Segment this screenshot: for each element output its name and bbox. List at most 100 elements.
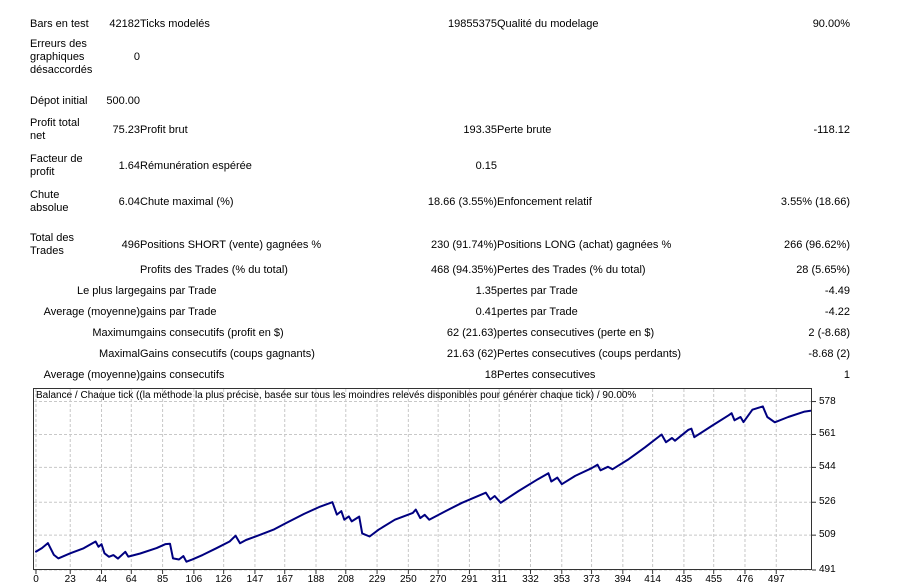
stat-value: 193.35	[463, 123, 497, 136]
stat-label: Pertes consecutives	[497, 369, 596, 381]
stats-row: Profit total net 75.23 Profit brut 193.35 Pe…	[30, 112, 850, 148]
stat-value: 28 (5.65%)	[796, 264, 850, 276]
balance-chart: Balance / Chaque tick ((la méthode la pl…	[33, 388, 816, 574]
x-axis-label: 106	[185, 574, 203, 585]
stat-label: pertes par Trade	[497, 306, 578, 318]
stat-value: -8.68 (2)	[808, 348, 850, 360]
stat-label: Facteur de profit	[30, 153, 83, 178]
stat-value: 2 (-8.68)	[808, 327, 850, 339]
stats-row: Profits des Trades (% du total) 468 (94.3…	[30, 260, 850, 281]
stat-value	[402, 91, 497, 112]
report-table-body: Bars en test 42182 Ticks modelés 19855375 Qu…	[30, 14, 850, 386]
stat-label: Dépot initial	[30, 95, 88, 107]
stat-label: Enfoncement relatif	[497, 195, 592, 208]
stat-value: -118.12	[813, 123, 851, 136]
stat-label: gains par Trade	[140, 306, 217, 318]
y-axis-label: 509	[819, 529, 836, 541]
stat-value: 468 (94.35%)	[430, 264, 497, 276]
x-axis-label: 435	[675, 574, 693, 585]
stats-row: Total des Trades 496 Positions SHORT (vent…	[30, 230, 850, 260]
stat-value	[755, 35, 850, 79]
stat-label: Profits des Trades (% du total)	[140, 264, 288, 276]
x-axis-label: 85	[157, 574, 169, 585]
stat-value: 1.64	[118, 159, 140, 172]
balance-chart-canvas	[33, 388, 816, 574]
stat-value: -4.49	[824, 285, 850, 297]
stat-label: Positions SHORT (vente) gagnées %	[140, 238, 322, 251]
stat-value: 496	[121, 238, 140, 251]
x-axis-label: 311	[491, 574, 508, 585]
stat-label: Total des Trades	[30, 232, 75, 257]
balance-line	[35, 405, 812, 563]
stat-label: Perte brute	[497, 123, 552, 136]
report-table: Bars en test 42182 Ticks modelés 19855375 Qu…	[30, 14, 850, 386]
x-axis-label: 497	[767, 574, 785, 585]
x-axis-label: 0	[33, 574, 39, 585]
stat-value: 1.35	[475, 285, 497, 297]
stat-label: pertes consecutives (perte en $)	[497, 327, 655, 339]
stat-label	[30, 260, 96, 281]
x-axis-label: 476	[736, 574, 754, 585]
stats-row: Dépot initial 500.00	[30, 91, 850, 112]
stat-value: 21.63 (62)	[446, 348, 497, 360]
x-axis-label: 332	[522, 574, 539, 585]
stat-value: 500.00	[106, 95, 140, 107]
stat-label	[140, 91, 402, 112]
stat-value: 266 (96.62%)	[783, 238, 850, 251]
stat-value	[755, 148, 850, 184]
x-axis-label: 44	[95, 574, 108, 585]
stat-label: Chute maximal (%)	[140, 195, 234, 208]
spacer-row	[30, 220, 850, 230]
stat-label: pertes par Trade	[497, 285, 578, 297]
spacer-row	[30, 79, 850, 91]
y-axis-label: 526	[819, 496, 836, 508]
x-axis-label: 167	[276, 574, 294, 585]
stat-label: gains consecutifs	[140, 369, 225, 381]
stat-label: Maximum	[92, 327, 140, 339]
stat-value	[755, 91, 850, 112]
x-axis-label: 414	[644, 574, 661, 585]
stats-row: Maximal Gains consecutifs (coups gagnants…	[30, 344, 850, 365]
stat-label: Pertes consecutives (coups perdants)	[497, 348, 682, 360]
stats-row: Le plus large gains par Trade 1.35 pertes p…	[30, 281, 850, 302]
stat-label	[497, 91, 755, 112]
stat-label: Maximal	[99, 348, 140, 360]
x-axis-label: 23	[64, 574, 76, 585]
stat-value	[402, 35, 497, 79]
y-axis-label: 544	[819, 461, 836, 473]
stat-label: Pertes des Trades (% du total)	[497, 264, 646, 276]
stat-label: Profit total net	[30, 117, 80, 142]
stat-value: 90.00%	[812, 18, 850, 30]
x-axis-label: 64	[125, 574, 137, 585]
y-axis-label: 561	[819, 428, 836, 440]
stat-value: 18.66 (3.55%)	[427, 195, 497, 208]
x-axis-label: 270	[429, 574, 447, 585]
y-axis-label: 491	[819, 564, 836, 575]
chart-title: Balance / Chaque tick ((la méthode la pl…	[36, 390, 637, 401]
spacer-cell	[30, 79, 850, 91]
x-axis-label: 126	[215, 574, 232, 585]
stat-label: Le plus large	[77, 285, 140, 297]
stat-value: 18	[484, 369, 497, 381]
stat-value: 0	[133, 50, 140, 63]
stat-label: Profit brut	[140, 123, 188, 136]
stat-label: gains consecutifs (profit en $)	[140, 327, 284, 339]
stat-label: Chute absolue	[30, 189, 69, 214]
stats-row: Average (moyenne) gains consecutifs 18 Pert…	[30, 365, 850, 386]
x-axis-label: 250	[400, 574, 417, 585]
stat-value: 42182	[109, 18, 140, 30]
chart-border	[33, 388, 812, 570]
x-axis-label: 394	[614, 574, 632, 585]
x-axis-label: 147	[246, 574, 264, 585]
stat-label: Average (moyenne)	[43, 306, 140, 318]
stat-label	[140, 35, 402, 79]
stat-label	[497, 148, 755, 184]
stat-value: 0.41	[475, 306, 497, 318]
stat-value: 62 (21.63)	[446, 327, 497, 339]
stat-label: Positions LONG (achat) gagnées %	[497, 238, 672, 251]
stat-label: Ticks modelés	[140, 18, 210, 30]
x-axis-label: 373	[583, 574, 600, 585]
stat-label: Rémunération espérée	[140, 159, 252, 172]
stat-label	[497, 35, 755, 79]
stat-label: Qualité du modelage	[497, 18, 599, 30]
